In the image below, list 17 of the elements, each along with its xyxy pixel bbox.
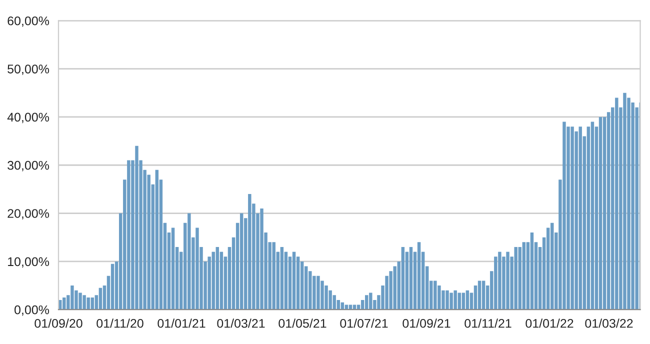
x-tick-label: 01/01/21 xyxy=(158,318,206,328)
x-tick-label: 01/03/21 xyxy=(217,318,265,328)
x-tick-label: 01/11/20 xyxy=(96,318,144,328)
x-tick-label: 01/11/21 xyxy=(464,318,512,328)
x-tick-label: 01/01/22 xyxy=(526,318,574,328)
x-tick-label: 01/05/21 xyxy=(278,318,326,328)
y-tick-label: 60,00% xyxy=(8,16,50,27)
x-tick-label: 01/09/21 xyxy=(402,318,450,328)
y-tick-label: 0,00% xyxy=(14,305,50,316)
y-tick-label: 50,00% xyxy=(8,64,50,75)
x-tick-label: 01/03/22 xyxy=(585,318,633,328)
y-tick-label: 10,00% xyxy=(8,257,50,268)
y-tick-label: 20,00% xyxy=(8,209,50,220)
x-tick-label: 01/07/21 xyxy=(340,318,388,328)
y-tick-label: 40,00% xyxy=(7,112,50,124)
y-tick-label: 30,00% xyxy=(8,160,50,172)
x-tick-label: 01/09/20 xyxy=(34,318,82,328)
